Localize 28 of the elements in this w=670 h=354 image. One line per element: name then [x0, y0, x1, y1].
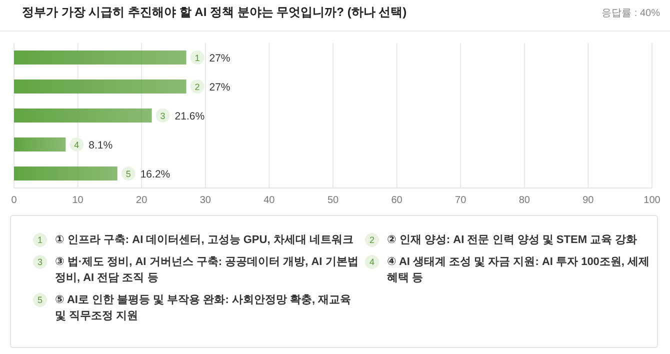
- category-label: 4: [369, 257, 374, 267]
- category-label: 1: [37, 235, 42, 245]
- data-label: 21.6%: [174, 110, 205, 122]
- data-label: 27%: [209, 52, 230, 64]
- text: ① 인프라 구축: AI 데이터센터, 고성능 GPU, 차세대 네트워크: [55, 233, 354, 248]
- x-tick-label: 30: [200, 195, 212, 206]
- text: ② 인재 양성: AI 전문 인력 양성 및 STEM 교육 강화: [387, 233, 638, 248]
- x-tick-label: 100: [644, 195, 661, 206]
- category-label: 2: [369, 235, 374, 245]
- chart-subtitle: 응답률 : 40%: [602, 8, 660, 19]
- data-label: 27%: [209, 82, 230, 94]
- x-tick-label: 40: [264, 195, 276, 206]
- text: ③ 법·제도 정비, AI 거버넌스 구축: 공공데이터 개방, AI 기본법 정비, AI 전담 조직 등: [55, 255, 360, 286]
- x-tick-label: 60: [391, 195, 403, 206]
- x-tick-label: 90: [582, 195, 594, 206]
- category-label: 3: [37, 257, 42, 267]
- text: ④ AI 생태계 조성 및 자금 지원: AI 투자 100조원, 세제 혜택 등: [387, 255, 651, 286]
- data-label: 16.2%: [140, 168, 170, 180]
- x-tick-label: 50: [327, 195, 339, 206]
- x-tick-label: 70: [455, 195, 467, 206]
- chart-title: 정부가 가장 시급히 추진해야 할 AI 정책 분야는 무엇입니까? (하나 선택): [22, 5, 407, 19]
- x-tick-label: 20: [136, 195, 148, 206]
- category-label: 5: [37, 295, 42, 305]
- data-label: 8.1%: [88, 140, 113, 152]
- x-tick-label: 80: [518, 195, 530, 206]
- x-tick-label: 0: [11, 195, 18, 206]
- text: ⑤ AI로 인한 불평등 및 부작용 완화: 사회안정망 확충, 재교육 및 직무조정 지원: [55, 293, 352, 324]
- x-tick-label: 10: [72, 195, 84, 206]
